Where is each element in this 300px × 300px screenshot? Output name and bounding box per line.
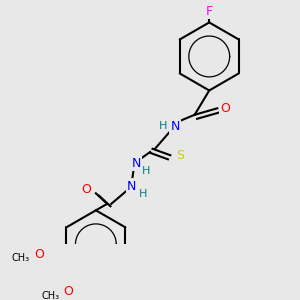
Text: H: H [159,121,167,131]
Text: N: N [170,120,180,133]
Text: O: O [34,248,44,261]
Text: S: S [176,149,184,162]
Text: O: O [220,102,230,115]
Text: CH₃: CH₃ [41,291,60,300]
Text: O: O [81,183,91,196]
Text: H: H [142,167,150,176]
Text: O: O [63,285,73,298]
Text: N: N [127,179,136,193]
Text: CH₃: CH₃ [12,253,30,263]
Text: F: F [206,4,213,18]
Text: H: H [139,189,147,199]
Text: N: N [132,157,141,170]
